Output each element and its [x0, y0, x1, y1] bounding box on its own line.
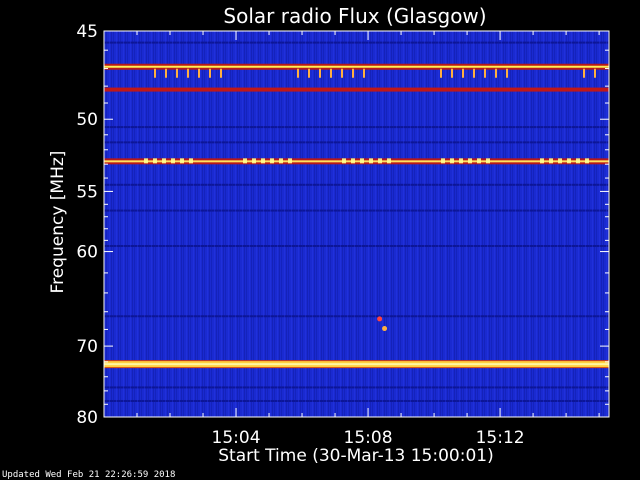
- burst-mark: [477, 158, 481, 164]
- burst-mark: [209, 68, 211, 78]
- burst-mark: [387, 158, 391, 164]
- burst-mark: [270, 158, 274, 164]
- burst-mark: [585, 158, 589, 164]
- burst-mark: [351, 158, 355, 164]
- burst-mark: [341, 68, 343, 78]
- bright-band: [104, 65, 609, 68]
- spot: [377, 316, 383, 322]
- burst-mark: [441, 158, 445, 164]
- x-tick-label: 15:04: [212, 428, 261, 448]
- chart-title: Solar radio Flux (Glasgow): [223, 4, 486, 28]
- burst-marks: [144, 68, 596, 164]
- burst-mark: [189, 158, 193, 164]
- burst-mark: [162, 158, 166, 164]
- burst-mark: [495, 68, 497, 78]
- burst-mark: [153, 158, 157, 164]
- update-timestamp: Updated Wed Feb 21 22:26:59 2018: [2, 470, 175, 480]
- axes: [103, 30, 610, 418]
- burst-mark: [468, 158, 472, 164]
- x-axis-label: Start Time (30-Mar-13 15:00:01): [218, 446, 493, 466]
- burst-mark: [288, 158, 292, 164]
- burst-mark: [279, 158, 283, 164]
- burst-mark: [450, 158, 454, 164]
- y-tick-label: 55: [76, 182, 98, 202]
- y-tick-label: 70: [76, 337, 98, 357]
- burst-mark: [243, 158, 247, 164]
- y-tick-label: 60: [76, 243, 98, 263]
- burst-mark: [363, 68, 365, 78]
- burst-mark: [187, 68, 189, 78]
- burst-mark: [576, 158, 580, 164]
- bright-bands: [104, 63, 609, 369]
- burst-mark: [567, 158, 571, 164]
- burst-mark: [261, 158, 265, 164]
- burst-mark: [319, 68, 321, 78]
- burst-mark: [171, 158, 175, 164]
- y-axis-label: Frequency [MHz]: [48, 151, 68, 294]
- burst-mark: [484, 68, 486, 78]
- x-tick-label: 15:08: [344, 428, 393, 448]
- burst-mark: [154, 68, 156, 78]
- burst-mark: [473, 68, 475, 78]
- burst-mark: [594, 68, 596, 78]
- burst-mark: [583, 68, 585, 78]
- burst-mark: [378, 158, 382, 164]
- burst-mark: [180, 158, 184, 164]
- burst-mark: [451, 68, 453, 78]
- burst-mark: [486, 158, 490, 164]
- y-tick-label: 45: [76, 22, 98, 42]
- burst-mark: [330, 68, 332, 78]
- burst-mark: [176, 68, 178, 78]
- plot-frame: [103, 30, 610, 418]
- bright-band: [104, 87, 609, 92]
- y-axis-ticks: 45 50 55 60 70 80: [76, 22, 609, 428]
- burst-mark: [369, 158, 373, 164]
- burst-mark: [297, 68, 299, 78]
- burst-mark: [165, 68, 167, 78]
- burst-mark: [308, 68, 310, 78]
- bright-band: [104, 160, 609, 163]
- burst-mark: [558, 158, 562, 164]
- burst-mark: [459, 158, 463, 164]
- burst-mark: [506, 68, 508, 78]
- spots: [377, 316, 388, 332]
- burst-mark: [360, 158, 364, 164]
- burst-mark: [352, 68, 354, 78]
- bright-band: [104, 363, 609, 366]
- x-axis-ticks: 15:04 15:08 15:12: [136, 31, 600, 448]
- burst-mark: [220, 68, 222, 78]
- burst-mark: [144, 158, 148, 164]
- spot: [382, 326, 388, 332]
- y-tick-label: 50: [76, 110, 98, 130]
- spectrogram-noise: [104, 31, 609, 417]
- y-tick-label: 80: [76, 408, 98, 428]
- plot-area: [104, 31, 609, 417]
- x-tick-label: 15:12: [476, 428, 525, 448]
- burst-mark: [462, 68, 464, 78]
- burst-mark: [342, 158, 346, 164]
- burst-mark: [540, 158, 544, 164]
- burst-mark: [440, 68, 442, 78]
- burst-mark: [549, 158, 553, 164]
- burst-mark: [198, 68, 200, 78]
- burst-mark: [252, 158, 256, 164]
